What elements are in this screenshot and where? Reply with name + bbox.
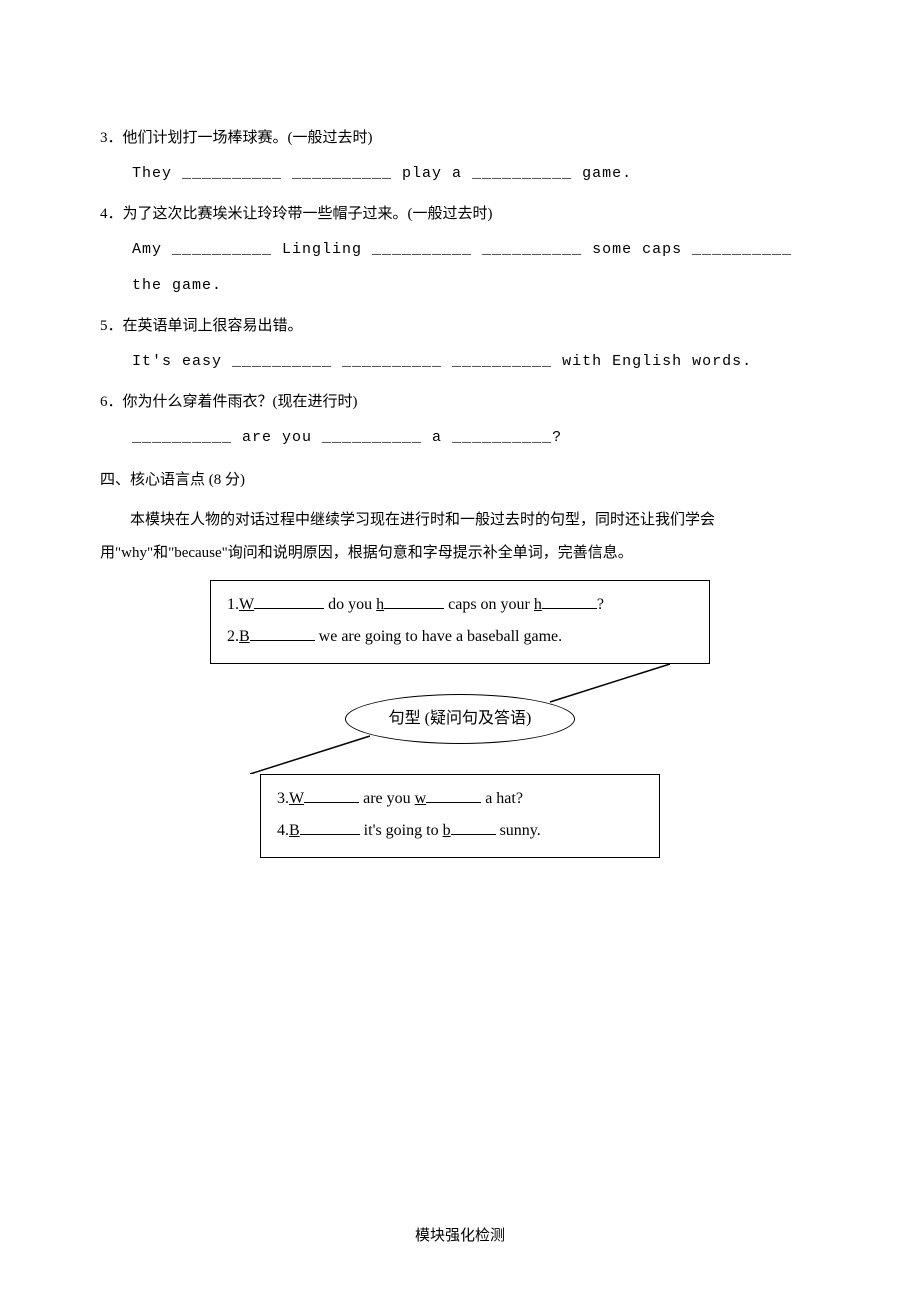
r4-num: 4.	[277, 822, 289, 839]
r1-w: W	[239, 596, 254, 613]
r1-c: caps on your	[444, 596, 534, 613]
diagram-row-2: 2.B we are going to have a baseball game…	[227, 621, 693, 653]
r1-num: 1.	[227, 596, 239, 613]
r2-num: 2.	[227, 628, 239, 645]
q4-a: Amy	[132, 241, 172, 258]
diagram-bottom-box: 3.W are you w a hat? 4.B it's going to b…	[260, 774, 660, 858]
question-3: 3．他们计划打一场棒球赛。(一般过去时) They __________ ___…	[100, 120, 820, 192]
diagram-connector-area: 句型 (疑问句及答语)	[210, 664, 710, 774]
diagram-top-box: 1.W do you h caps on your h? 2.B we are …	[210, 580, 710, 664]
r1-blank3	[542, 593, 597, 609]
q3-post: game.	[572, 165, 632, 182]
r4-b2: b	[443, 822, 451, 839]
sentence-pattern-diagram: 1.W do you h caps on your h? 2.B we are …	[210, 580, 710, 858]
q6-c: ?	[552, 429, 562, 446]
section-4-paragraph: 本模块在人物的对话过程中继续学习现在进行时和一般过去时的句型，同时还让我们学会用…	[100, 504, 820, 570]
r2-b-letter: B	[239, 628, 250, 645]
r4-blank1	[300, 819, 360, 835]
r1-h2: h	[534, 596, 542, 613]
r1-blank1	[254, 593, 324, 609]
q3-mid: play a	[392, 165, 472, 182]
diagram-row-1: 1.W do you h caps on your h?	[227, 589, 693, 621]
q4-d: the game.	[132, 277, 222, 294]
r1-b: do you	[324, 596, 376, 613]
q6-b: a	[422, 429, 452, 446]
r1-d: ?	[597, 596, 604, 613]
diagram-center-ellipse: 句型 (疑问句及答语)	[345, 694, 575, 744]
question-6: 6．你为什么穿着件雨衣？(现在进行时) __________ are you _…	[100, 384, 820, 456]
diagram-row-4: 4.B it's going to b sunny.	[277, 815, 643, 847]
r1-h: h	[376, 596, 384, 613]
question-4: 4．为了这次比赛埃米让玲玲带一些帽子过来。(一般过去时) Amy _______…	[100, 196, 820, 304]
q3-line: They __________ __________ play a ______…	[100, 156, 820, 192]
q6-prompt: 6．你为什么穿着件雨衣？(现在进行时)	[100, 384, 820, 420]
r3-blank2	[426, 787, 481, 803]
q3-prompt: 3．他们计划打一场棒球赛。(一般过去时)	[100, 120, 820, 156]
q5-b: with English words.	[552, 353, 752, 370]
r3-blank1	[304, 787, 359, 803]
r4-b-letter: B	[289, 822, 300, 839]
r3-w-letter: W	[289, 790, 304, 807]
worksheet-page: 3．他们计划打一场棒球赛。(一般过去时) They __________ ___…	[0, 0, 920, 1314]
r4-blank2	[451, 819, 496, 835]
q5-a: It's easy	[132, 353, 232, 370]
q4-c: some caps	[582, 241, 692, 258]
footer-title: 模块强化检测	[100, 1218, 820, 1254]
q3-pre: They	[132, 165, 182, 182]
r2-blank1	[250, 625, 315, 641]
section-4-header: 四、核心语言点 (8 分)	[100, 462, 820, 498]
q5-prompt: 5．在英语单词上很容易出错。	[100, 308, 820, 344]
r4-b: it's going to	[360, 822, 443, 839]
q4-prompt: 4．为了这次比赛埃米让玲玲带一些帽子过来。(一般过去时)	[100, 196, 820, 232]
r3-num: 3.	[277, 790, 289, 807]
r4-c: sunny.	[496, 822, 541, 839]
q6-a: are you	[232, 429, 322, 446]
ellipse-label: 句型 (疑问句及答语)	[389, 700, 532, 738]
q4-b: Lingling	[272, 241, 372, 258]
r3-b: are you	[359, 790, 415, 807]
r3-c: a hat?	[481, 790, 523, 807]
q4-line: Amy __________ Lingling __________ _____…	[100, 232, 820, 304]
diagram-row-3: 3.W are you w a hat?	[277, 783, 643, 815]
q5-line: It's easy __________ __________ ________…	[100, 344, 820, 380]
r2-b: we are going to have a baseball game.	[315, 628, 562, 645]
q6-line: __________ are you __________ a ________…	[100, 420, 820, 456]
r3-w2: w	[415, 790, 427, 807]
question-5: 5．在英语单词上很容易出错。 It's easy __________ ____…	[100, 308, 820, 380]
r1-blank2	[384, 593, 444, 609]
